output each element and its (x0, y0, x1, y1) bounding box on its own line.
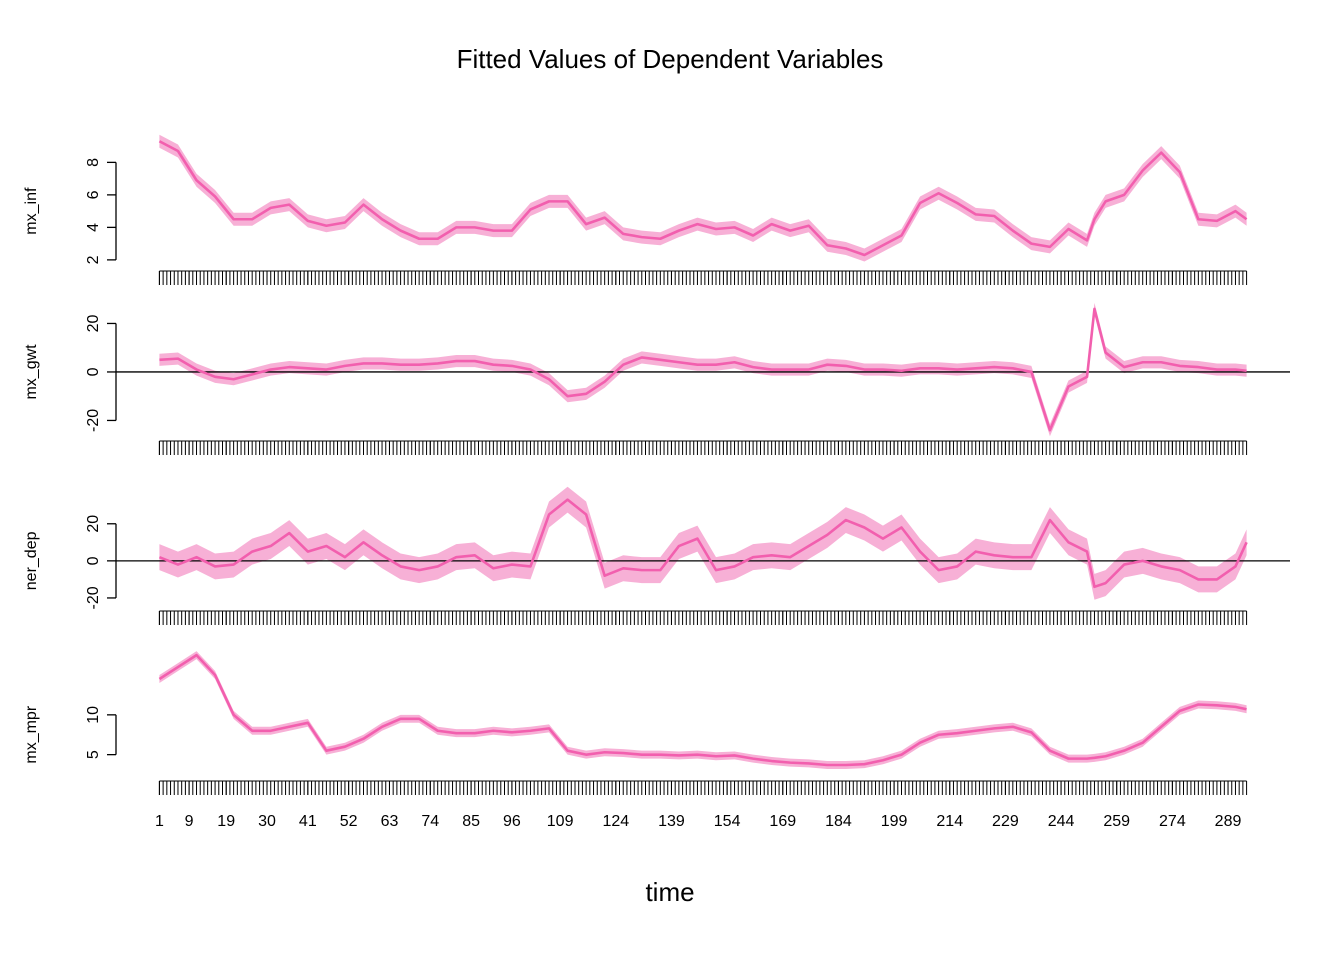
x-tick-label: 124 (602, 813, 629, 830)
y-axis-label: mx_gwt (23, 344, 40, 400)
x-tick-label: 52 (340, 813, 358, 830)
chart-title: Fitted Values of Dependent Variables (457, 44, 884, 74)
x-tick-label: 244 (1048, 813, 1075, 830)
x-tick-label: 139 (658, 813, 685, 830)
y-tick-label: 20 (85, 515, 102, 533)
y-tick-label: 2 (85, 255, 102, 264)
x-tick-label: 9 (185, 813, 194, 830)
y-axis-label: mx_inf (23, 187, 40, 235)
x-tick-label: 19 (217, 813, 235, 830)
x-tick-label: 274 (1159, 813, 1186, 830)
confidence-band (159, 302, 1247, 437)
x-minor-ticks (158, 781, 1248, 795)
x-tick-label: 63 (381, 813, 399, 830)
x-tick-label: 289 (1215, 813, 1242, 830)
y-axis-label: ner_dep (23, 531, 40, 590)
y-tick-label: 5 (85, 750, 102, 759)
x-tick-label: 74 (421, 813, 439, 830)
x-axis-label: time (645, 877, 694, 907)
y-tick-label: 6 (85, 190, 102, 199)
y-tick-label: -20 (85, 409, 102, 432)
x-tick-label: 184 (825, 813, 852, 830)
x-tick-label: 109 (547, 813, 574, 830)
x-tick-label: 169 (769, 813, 796, 830)
y-tick-label: 10 (85, 706, 102, 724)
confidence-band (159, 486, 1247, 600)
x-minor-ticks (158, 611, 1248, 625)
fitted-line (158, 498, 1248, 589)
y-tick-label: -20 (85, 586, 102, 609)
y-tick-label: 4 (85, 223, 102, 232)
fitted-line (159, 307, 1247, 432)
y-tick-label: 0 (85, 556, 102, 565)
x-tick-label: 214 (936, 813, 963, 830)
y-tick-label: 0 (85, 367, 102, 376)
x-tick-label: 30 (258, 813, 276, 830)
y-axis-label: mx_mpr (23, 705, 40, 763)
x-tick-label: 41 (299, 813, 317, 830)
x-minor-ticks (158, 441, 1248, 455)
fitted-line (158, 653, 1247, 767)
x-tick-label: 96 (503, 813, 521, 830)
x-tick-label: 259 (1103, 813, 1130, 830)
x-tick-label: 199 (881, 813, 908, 830)
x-tick-label: 229 (992, 813, 1019, 830)
y-tick-label: 8 (85, 158, 102, 167)
x-tick-label: 85 (462, 813, 480, 830)
x-tick-label: 1 (155, 813, 164, 830)
x-tick-label: 154 (714, 813, 741, 830)
y-tick-label: 20 (85, 314, 102, 332)
fitted-line (158, 140, 1248, 257)
